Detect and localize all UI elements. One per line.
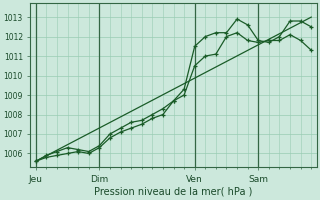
X-axis label: Pression niveau de la mer( hPa ): Pression niveau de la mer( hPa )	[94, 187, 253, 197]
